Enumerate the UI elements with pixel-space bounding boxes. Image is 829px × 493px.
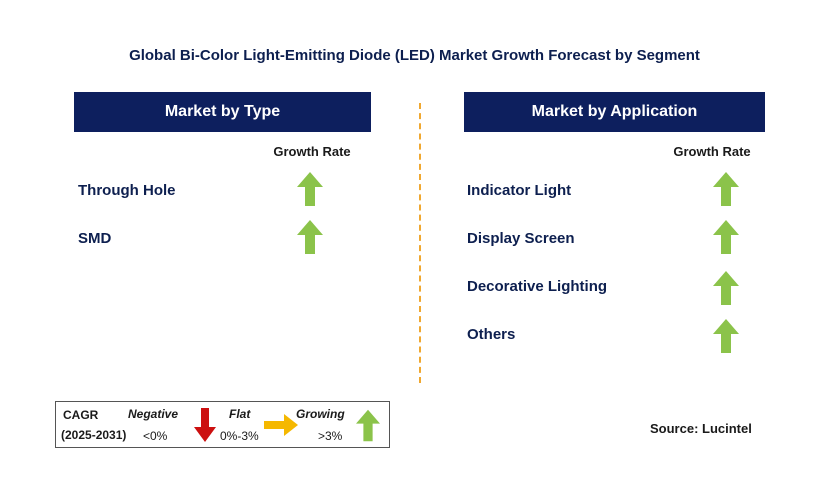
application-item-others: Others <box>467 326 516 343</box>
source-label: Source: Lucintel <box>650 421 752 436</box>
cagr-legend: CAGR (2025-2031) Negative <0% Flat 0%-3%… <box>55 401 390 448</box>
type-item-through-hole: Through Hole <box>78 182 176 199</box>
legend-growing-label: Growing <box>296 407 345 421</box>
panel-divider <box>419 103 421 383</box>
up-arrow-icon <box>297 172 323 206</box>
legend-negative-label: Negative <box>128 407 179 421</box>
type-panel-header-label: Market by Type <box>164 103 281 120</box>
application-item-indicator-light: Indicator Light <box>467 182 572 199</box>
up-arrow-icon <box>713 220 739 254</box>
type-growth-rate-label: Growth Rate <box>273 144 351 159</box>
up-arrow-icon <box>713 172 739 206</box>
type-item-smd: SMD <box>78 230 112 247</box>
application-panel-header-label: Market by Application <box>531 103 698 120</box>
legend-flat-range: 0%-3% <box>220 429 259 443</box>
up-arrow-icon <box>356 409 380 442</box>
right-arrow-icon <box>264 414 298 436</box>
up-arrow-icon <box>297 220 323 254</box>
type-panel-header: Market by Type <box>74 92 371 132</box>
legend-growing-range: >3% <box>318 429 343 443</box>
down-arrow-icon <box>194 408 216 442</box>
legend-negative-range: <0% <box>143 429 168 443</box>
legend-cagr-label: CAGR <box>63 408 99 422</box>
up-arrow-icon <box>713 319 739 353</box>
legend-period-label: (2025-2031) <box>61 428 127 442</box>
up-arrow-icon <box>713 271 739 305</box>
application-item-decorative-lighting: Decorative Lighting <box>467 278 608 295</box>
legend-flat-label: Flat <box>229 407 251 421</box>
application-item-display-screen: Display Screen <box>467 230 575 247</box>
application-growth-rate-label: Growth Rate <box>673 144 751 159</box>
application-panel-header: Market by Application <box>464 92 765 132</box>
page-title: Global Bi-Color Light-Emitting Diode (LE… <box>129 47 700 64</box>
